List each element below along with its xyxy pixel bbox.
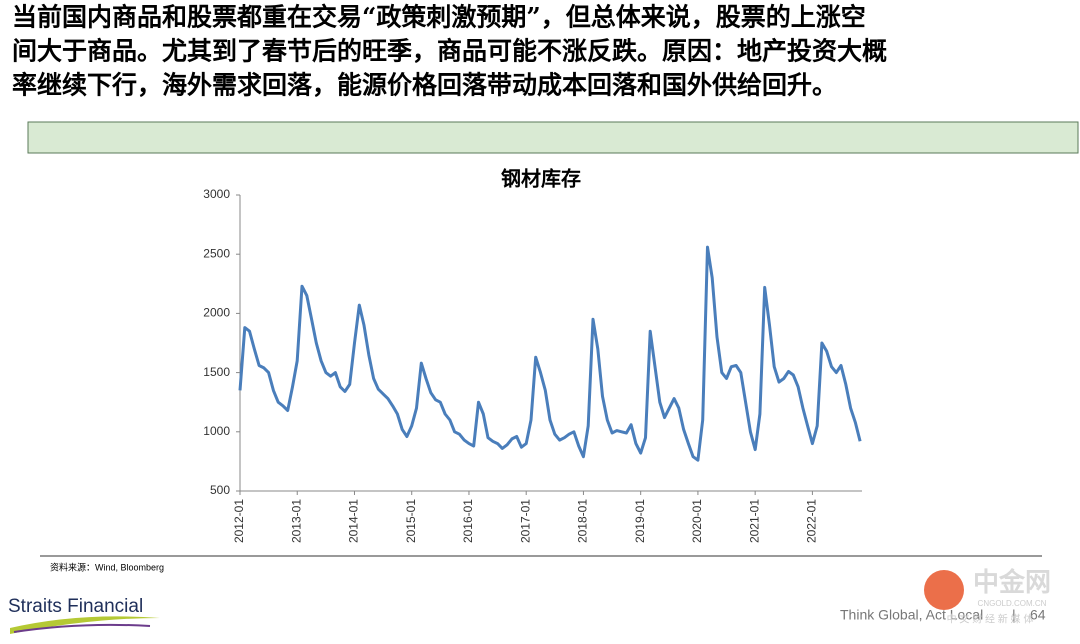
watermark-domain: CNGOLD.COM.CN [978, 599, 1047, 608]
y-tick-label: 1000 [203, 424, 230, 438]
x-tick-label: 2020-01 [690, 499, 704, 543]
x-tick-label: 2021-01 [747, 499, 761, 543]
x-tick-label: 2016-01 [461, 499, 475, 543]
header-line: 当前国内商品和股票都重在交易“政策刺激预期”，但总体来说，股票的上涨空 [12, 3, 866, 32]
x-tick-label: 2022-01 [805, 499, 819, 543]
x-tick-label: 2012-01 [232, 499, 246, 543]
watermark-logo [924, 570, 964, 610]
x-tick-label: 2019-01 [633, 499, 647, 543]
brand-swoosh [13, 623, 151, 633]
separator-text: | [1012, 607, 1016, 623]
slogan: Think Global, Act Local [840, 607, 983, 623]
page-number: 64 [1030, 607, 1046, 623]
y-tick-label: 2500 [203, 246, 230, 260]
brand: Straits Financial [8, 596, 143, 617]
x-tick-label: 2017-01 [518, 499, 532, 543]
header-line: 间大于商品。尤其到了春节后的旺季，商品可能不涨反跌。原因：地产投资大概 [12, 37, 887, 66]
x-tick-label: 2013-01 [289, 499, 303, 543]
x-tick-label: 2018-01 [576, 499, 590, 543]
y-tick-label: 500 [210, 483, 230, 497]
chart-title: 钢材库存 [501, 167, 581, 191]
data-line [238, 245, 862, 462]
x-tick-label: 2015-01 [404, 499, 418, 543]
watermark-name: 中金网 [973, 567, 1051, 597]
header-line: 率继续下行，海外需求回落，能源价格回落带动成本回落和国外供给回升。 [12, 71, 837, 100]
source: 资料来源：Wind, Bloomberg [50, 561, 164, 572]
watermark-tagline: 中 文 财 经 新 媒 体 [947, 613, 1034, 626]
brand-swoosh [10, 616, 160, 634]
x-tick-label: 2014-01 [347, 499, 361, 543]
y-tick-label: 2000 [203, 306, 230, 320]
y-tick-label: 3000 [203, 187, 230, 201]
y-tick-label: 1500 [203, 365, 230, 379]
banner [27, 121, 1079, 154]
